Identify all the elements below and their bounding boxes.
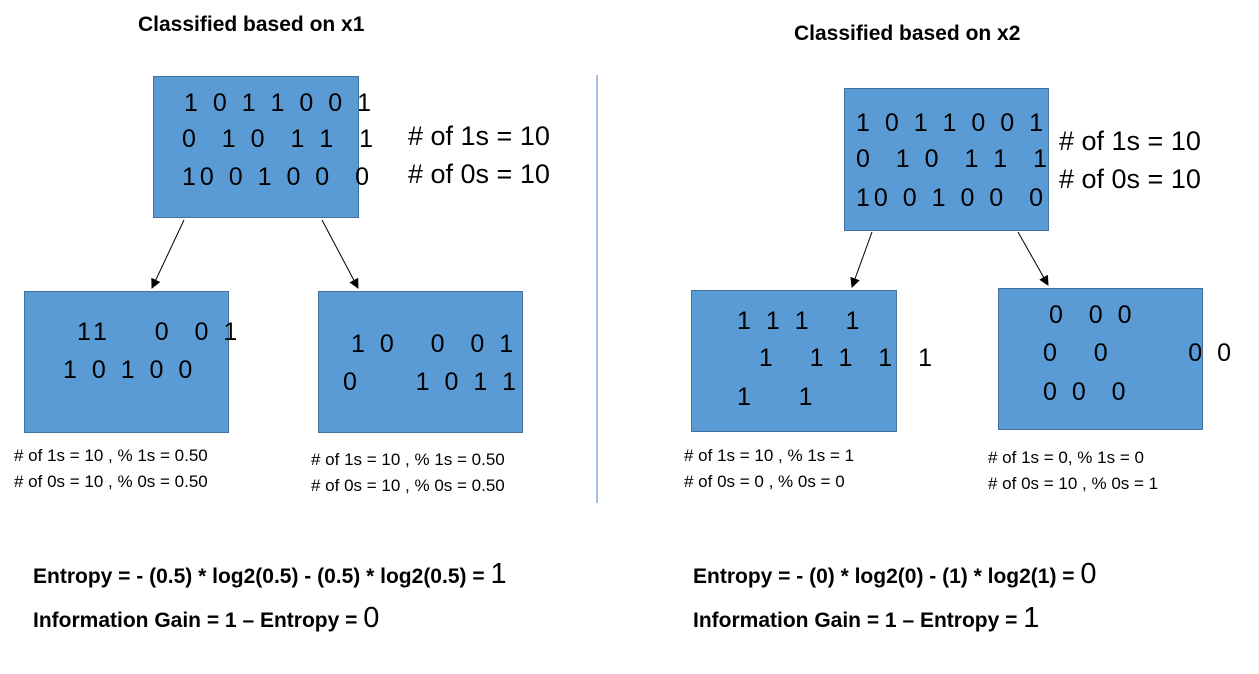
right-parent-row-1: 1 0 1 1 0 0 1 [856, 109, 1048, 137]
right-child-left-row-3: 1 1 [737, 383, 817, 411]
right-arrow-to-child-left [850, 231, 873, 288]
left-parent-row-3: 10 0 1 0 0 0 [182, 163, 374, 191]
left-entropy-value: 1 [490, 558, 507, 590]
left-child-left-stat-zeros: # of 0s = 10 , % 0s = 0.50 [14, 472, 208, 491]
left-parent-zeros-count: # of 0s = 10 [408, 159, 550, 189]
left-entropy-text: Entropy = - (0.5) * log2(0.5) - (0.5) * … [33, 565, 491, 588]
left-child-left-row-2: 1 0 1 0 0 [63, 356, 197, 384]
right-child-right-stat-zeros: # of 0s = 10 , % 0s = 1 [988, 474, 1159, 493]
right-gain-formula: Information Gain = 1 – Entropy = 1 [693, 604, 1039, 633]
left-parent-ones-count: # of 1s = 10 [408, 121, 550, 151]
left-arrow-to-child-right [321, 219, 359, 289]
left-parent-row-2: 0 1 0 1 1 1 [182, 125, 377, 153]
left-arrow-to-child-left [151, 219, 185, 289]
left-child-right-row-1: 1 0 0 0 1 [351, 330, 518, 358]
left-child-right-node: 1 0 0 0 1 0 1 0 1 1 [318, 291, 523, 433]
right-child-left-row-2: 1 1 1 1 1 [737, 344, 936, 372]
right-entropy-value: 0 [1080, 558, 1097, 590]
right-gain-value: 1 [1023, 602, 1040, 634]
left-child-left-stat-ones: # of 1s = 10 , % 1s = 0.50 [14, 446, 208, 465]
left-gain-value: 0 [363, 602, 380, 634]
right-arrow-to-child-right [1017, 231, 1049, 286]
left-entropy-formula: Entropy = - (0.5) * log2(0.5) - (0.5) * … [33, 560, 507, 589]
right-child-right-row-1: 0 0 0 [1049, 301, 1136, 329]
right-child-right-row-3: 0 0 0 [1043, 378, 1130, 406]
right-child-right-stat-ones: # of 1s = 0, % 1s = 0 [988, 448, 1144, 467]
left-parent-row-1: 1 0 1 1 0 0 1 [184, 89, 376, 117]
left-parent-node: 1 0 1 1 0 0 1 0 1 0 1 1 1 10 0 1 0 0 0 [153, 76, 373, 218]
right-child-left-row-1: 1 1 1 1 [737, 307, 864, 335]
right-child-right-row-2: 0 0 0 0 [1043, 339, 1236, 367]
right-title: Classified based on x2 [794, 22, 1021, 45]
left-gain-text: Information Gain = 1 – Entropy = [33, 609, 364, 632]
right-child-left-stat-zeros: # of 0s = 0 , % 0s = 0 [684, 472, 845, 491]
right-child-left-node: 1 1 1 1 1 1 1 1 1 1 1 [691, 290, 932, 432]
left-child-left-node: 11 0 0 1 1 0 1 0 0 [24, 291, 237, 433]
left-gain-formula: Information Gain = 1 – Entropy = 0 [33, 604, 379, 633]
right-child-left-stat-ones: # of 1s = 10 , % 1s = 1 [684, 446, 855, 465]
right-parent-ones-count: # of 1s = 10 [1059, 126, 1201, 156]
right-gain-text: Information Gain = 1 – Entropy = [693, 609, 1024, 632]
left-child-right-row-2: 0 1 0 1 1 [343, 368, 521, 396]
right-entropy-formula: Entropy = - (0) * log2(0) - (1) * log2(1… [693, 560, 1097, 589]
right-parent-row-3: 10 0 1 0 0 0 [856, 184, 1048, 212]
right-parent-zeros-count: # of 0s = 10 [1059, 164, 1201, 194]
right-parent-row-2: 0 1 0 1 1 1 [856, 145, 1051, 173]
right-child-right-node: 0 0 0 0 0 0 0 0 0 0 [998, 288, 1231, 430]
left-title: Classified based on x1 [138, 13, 365, 36]
left-child-left-row-1: 11 0 0 1 [77, 318, 242, 346]
left-child-right-stat-zeros: # of 0s = 10 , % 0s = 0.50 [311, 476, 505, 495]
right-entropy-text: Entropy = - (0) * log2(0) - (1) * log2(1… [693, 565, 1081, 588]
right-parent-node: 1 0 1 1 0 0 1 0 1 0 1 1 1 10 0 1 0 0 0 [844, 88, 1049, 231]
left-child-right-stat-ones: # of 1s = 10 , % 1s = 0.50 [311, 450, 505, 469]
